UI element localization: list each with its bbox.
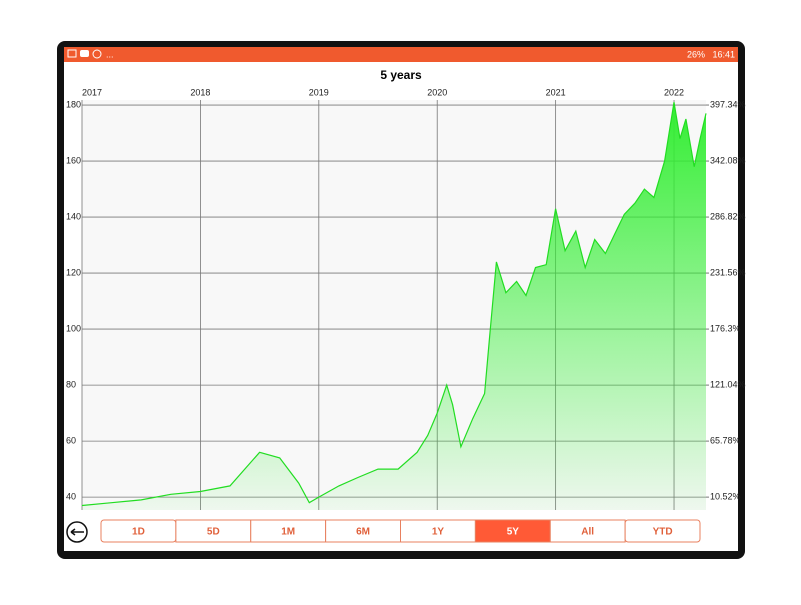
y-tick-label: 80	[66, 379, 76, 389]
y2-tick-label: 176.3%	[710, 323, 741, 333]
y-tick-label: 140	[66, 211, 81, 221]
status-icon	[80, 50, 89, 57]
range-button-label[interactable]: 5Y	[507, 527, 520, 538]
status-overflow: ...	[106, 49, 114, 59]
range-button-label[interactable]: 1Y	[432, 527, 445, 538]
y-tick-label: 120	[66, 267, 81, 277]
x-tick-label: 2017	[82, 87, 102, 97]
y2-tick-label: 121.04%	[710, 379, 746, 389]
y2-tick-label: 65.78%	[710, 435, 741, 445]
y-tick-label: 60	[66, 435, 76, 445]
range-button[interactable]	[624, 519, 701, 543]
status-bar	[64, 47, 738, 62]
range-button-label[interactable]: 1D	[132, 527, 145, 538]
x-tick-label: 2020	[427, 87, 447, 97]
area-fill	[82, 102, 706, 510]
price-line	[81, 102, 707, 507]
battery-level: 26%	[687, 49, 705, 59]
chart-title: 5 years	[380, 68, 422, 82]
status-icon	[67, 49, 77, 58]
y-tick-label: 180	[66, 99, 81, 109]
x-tick-label: 2022	[664, 87, 684, 97]
y-tick-label: 160	[66, 155, 81, 165]
range-button-label[interactable]: 6M	[356, 527, 370, 538]
status-icon	[92, 49, 102, 59]
range-button-label[interactable]: YTD	[653, 527, 673, 538]
clock: 16:41	[712, 49, 735, 59]
y-tick-label: 100	[66, 323, 81, 333]
y2-tick-label: 231.56%	[710, 267, 746, 277]
back-arrow	[70, 528, 84, 536]
range-button-label[interactable]: All	[581, 527, 594, 538]
x-tick-label: 2019	[309, 87, 329, 97]
y-tick-label: 40	[66, 491, 76, 501]
y2-tick-label: 342.08%	[710, 155, 746, 165]
range-button-label[interactable]: 1M	[281, 527, 295, 538]
y2-tick-label: 10.52%	[710, 491, 741, 501]
x-tick-label: 2018	[190, 87, 210, 97]
x-tick-label: 2021	[546, 87, 566, 97]
y2-tick-label: 286.82%	[710, 211, 746, 221]
range-button-label[interactable]: 5D	[207, 527, 220, 538]
y2-tick-label: 397.34%	[710, 99, 746, 109]
